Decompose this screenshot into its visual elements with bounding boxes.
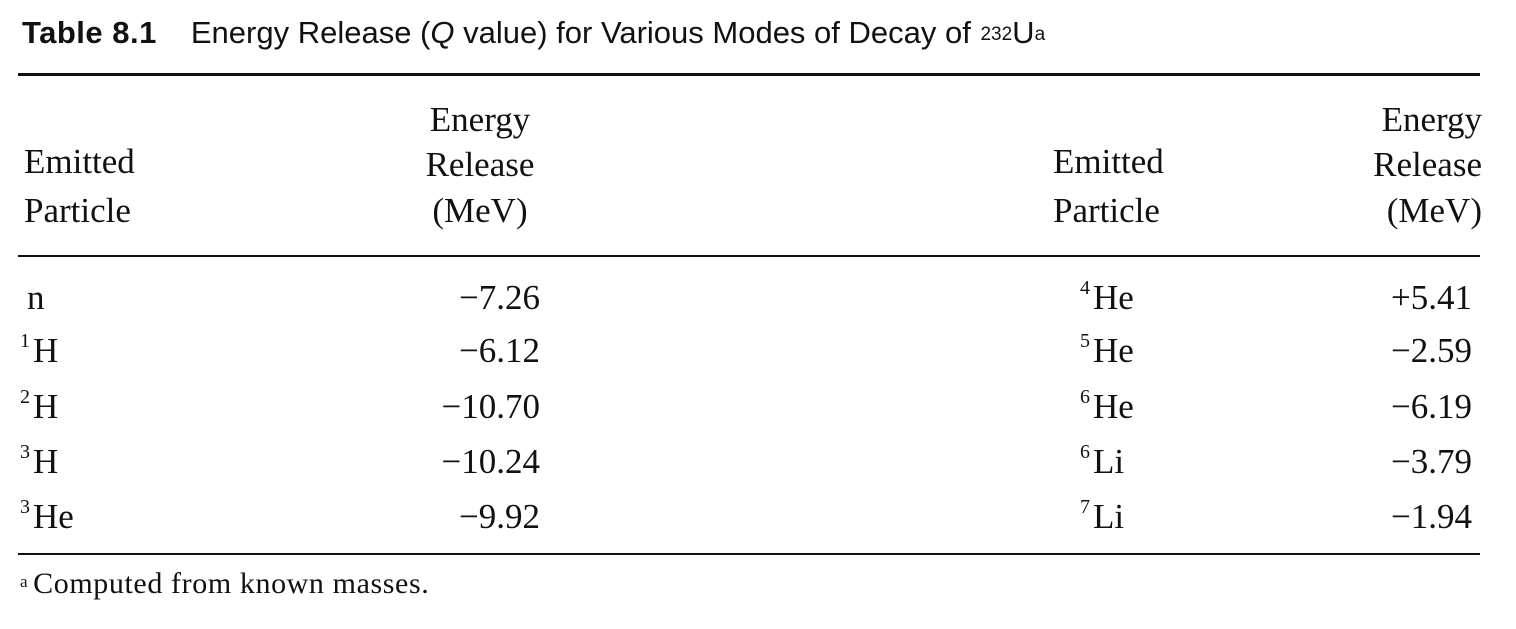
right-particle-cell: 7Li: [1080, 493, 1124, 541]
particle-symbol: He: [1093, 387, 1134, 426]
particle-symbol: He: [1093, 331, 1134, 370]
mass-number: 6: [1080, 441, 1090, 464]
table-title: Table 8.1 Energy Release (Q value) for Va…: [22, 6, 1502, 60]
left-energy-cell: −10.70: [441, 387, 541, 426]
caption-note-mark: a: [1034, 24, 1046, 45]
header-emitted-left: Emitted: [24, 142, 135, 181]
right-energy-cell: −1.94: [1391, 497, 1472, 536]
mass-number: 3: [20, 496, 30, 519]
left-particle-cell: n: [24, 274, 45, 322]
left-energy-cell: −10.24: [441, 442, 541, 481]
caption-prefix: Energy Release (: [190, 15, 431, 50]
mass-number: 3: [20, 441, 30, 464]
left-energy-cell: −7.26: [459, 278, 540, 317]
header-energy-right: Energy: [1381, 100, 1482, 139]
right-energy-cell: +5.41: [1391, 278, 1472, 317]
mass-number: 1: [20, 330, 30, 353]
footnote-text: Computed from known masses.: [33, 567, 430, 600]
header-release-left: Release: [425, 145, 535, 184]
right-particle-cell: 6He: [1080, 383, 1134, 431]
left-energy-cell: −9.92: [459, 497, 540, 536]
header-particle-right: Particle: [1053, 191, 1160, 230]
header-particle-left: Particle: [24, 191, 131, 230]
left-particle-cell: 3He: [20, 493, 74, 541]
particle-symbol: Li: [1093, 497, 1125, 536]
mass-number: 6: [1080, 386, 1090, 409]
mass-number: 2: [20, 386, 30, 409]
header-emitted-right: Emitted: [1053, 142, 1164, 181]
left-particle-cell: 1H: [20, 327, 58, 375]
right-energy-cell: −6.19: [1391, 387, 1472, 426]
top-rule: [18, 73, 1480, 76]
header-release-right: Release: [1373, 145, 1482, 184]
particle-symbol: H: [33, 331, 59, 370]
table-footnote: a Computed from known masses.: [20, 567, 429, 601]
mass-number: 5: [1080, 330, 1090, 353]
particle-symbol: Li: [1093, 442, 1125, 481]
left-energy-cell: −6.12: [459, 331, 540, 370]
header-energy-left: Energy: [429, 100, 531, 139]
bottom-rule: [18, 553, 1480, 555]
caption-suffix: value) for Various Modes of Decay of: [454, 15, 980, 50]
left-particle-cell: 3H: [20, 438, 58, 486]
caption-symbol: U: [1012, 15, 1035, 50]
right-particle-cell: 6Li: [1080, 438, 1124, 486]
right-energy-cell: −3.79: [1391, 442, 1472, 481]
header-rule: [18, 255, 1480, 257]
left-particle-cell: 2H: [20, 383, 58, 431]
right-particle-cell: 4He: [1080, 274, 1134, 322]
header-mev-right: (MeV): [1386, 191, 1482, 230]
particle-symbol: He: [1093, 278, 1134, 317]
particle-symbol: n: [27, 278, 45, 317]
table-label: Table 8.1: [22, 15, 157, 50]
header-mev-left: (MeV): [432, 191, 528, 230]
caption-mass-number: 232: [980, 24, 1013, 45]
mass-number: 4: [1080, 277, 1090, 300]
mass-number: 7: [1080, 496, 1090, 519]
right-energy-cell: −2.59: [1391, 331, 1472, 370]
particle-symbol: H: [33, 442, 59, 481]
particle-symbol: H: [33, 387, 59, 426]
footnote-mark: a: [20, 572, 29, 591]
particle-symbol: He: [33, 497, 74, 536]
right-particle-cell: 5He: [1080, 327, 1134, 375]
caption-q-italic: Q: [430, 15, 455, 50]
